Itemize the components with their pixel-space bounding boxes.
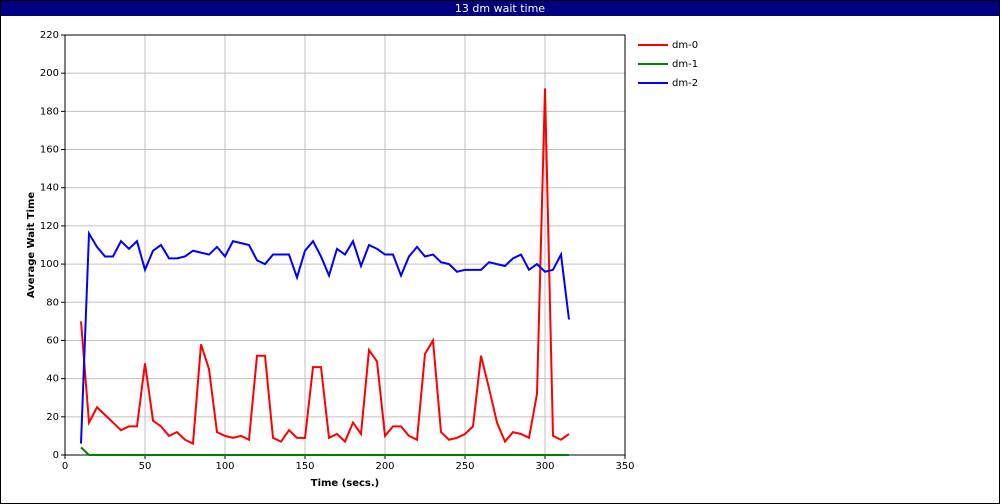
y-tick-label: 60 [46,335,59,346]
plot-area [65,35,625,455]
y-axis-label: Average Wait Time [26,192,37,299]
legend-label: dm-1 [672,59,698,70]
x-tick-label: 150 [295,461,314,472]
x-tick-label: 200 [375,461,394,472]
x-tick-label: 100 [215,461,234,472]
chart: 0 20 40 60 80 100 120 140 160 180 200 220 0 50 100 150 2… [26,30,698,489]
y-tick-label: 40 [46,374,59,385]
title-bar: 13 dm wait time [1,1,999,16]
x-tick-label: 350 [615,461,634,472]
y-tick-label: 220 [40,30,59,41]
x-tick-label: 250 [455,461,474,472]
y-tick-label: 140 [40,183,59,194]
series-line [80,446,569,456]
y-tick-label: 80 [46,297,59,308]
y-tick-label: 120 [40,221,59,232]
legend-label: dm-2 [672,78,698,89]
series-line [80,88,570,446]
x-tick-label: 0 [62,461,68,472]
x-tick-label: 50 [139,461,152,472]
x-axis-label: Time (secs.) [311,478,380,489]
y-tick-label: 200 [40,68,59,79]
y-tick-label: 20 [46,412,59,423]
x-tick-label: 300 [535,461,554,472]
y-tick-label: 160 [40,145,59,156]
y-tick-label: 100 [40,259,59,270]
y-tick-label: 0 [53,450,59,461]
y-tick-label: 180 [40,106,59,117]
series-line [80,230,570,444]
legend-label: dm-0 [672,40,698,51]
